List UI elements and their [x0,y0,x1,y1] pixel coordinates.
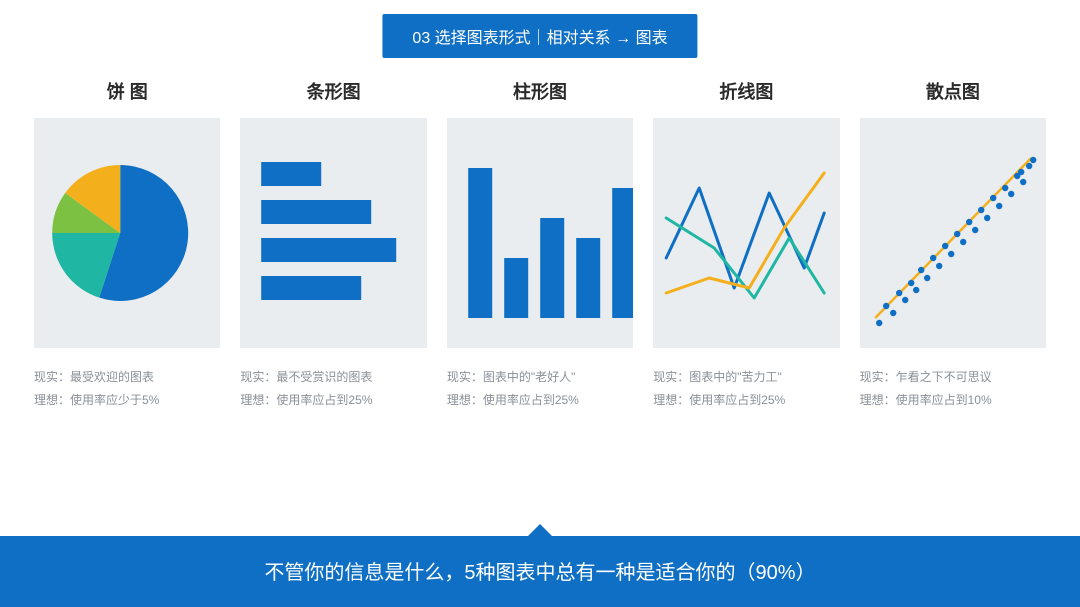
tile-pie [34,118,220,348]
card-vbar: 柱形图 现实：图表中的"老好人" 理想：使用率应占到25% [447,78,633,412]
caption-scatter-l1: 现实：乍看之下不可思议 [860,366,1046,389]
line-chart-icon [653,118,839,348]
header-pill: 03 选择图表形式｜相对关系 → 图表 [382,14,697,58]
footer-caret-icon [528,524,552,536]
card-title-line: 折线图 [719,78,773,104]
caption-line: 现实：图表中的"苦力工" 理想：使用率应占到25% [653,366,839,412]
tile-hbar [240,118,426,348]
cards-row: 饼 图 现实：最受欢迎的图表 理想：使用率应少于5% 条形图 现实：最不受赏识的… [0,78,1080,412]
card-pie: 饼 图 现实：最受欢迎的图表 理想：使用率应少于5% [34,78,220,412]
caption-vbar: 现实：图表中的"老好人" 理想：使用率应占到25% [447,366,633,412]
caption-hbar-l1: 现实：最不受赏识的图表 [240,366,426,389]
card-title-hbar: 条形图 [307,78,361,104]
caption-pie-l1: 现实：最受欢迎的图表 [34,366,220,389]
caption-scatter-l2: 理想：使用率应占到10% [860,389,1046,412]
caption-line-l1: 现实：图表中的"苦力工" [653,366,839,389]
card-hbar: 条形图 现实：最不受赏识的图表 理想：使用率应占到25% [240,78,426,412]
caption-vbar-l2: 理想：使用率应占到25% [447,389,633,412]
card-title-vbar: 柱形图 [513,78,567,104]
footer-text: 不管你的信息是什么，5种图表中总有一种是适合你的（90%） [264,562,815,584]
tile-line [653,118,839,348]
hbar-chart-icon [240,118,426,348]
caption-line-l2: 理想：使用率应占到25% [653,389,839,412]
card-line: 折线图 现实：图表中的"苦力工" 理想：使用率应占到25% [653,78,839,412]
card-title-scatter: 散点图 [926,78,980,104]
vbar-chart-icon [447,118,633,348]
caption-vbar-l1: 现实：图表中的"老好人" [447,366,633,389]
scatter-chart-icon [860,118,1046,348]
header-text: 03 选择图表形式｜相对关系 → 图表 [412,30,667,47]
caption-hbar-l2: 理想：使用率应占到25% [240,389,426,412]
tile-vbar [447,118,633,348]
caption-pie: 现实：最受欢迎的图表 理想：使用率应少于5% [34,366,220,412]
card-title-pie: 饼 图 [107,78,148,104]
caption-scatter: 现实：乍看之下不可思议 理想：使用率应占到10% [860,366,1046,412]
footer-bar: 不管你的信息是什么，5种图表中总有一种是适合你的（90%） [0,536,1080,607]
caption-hbar: 现实：最不受赏识的图表 理想：使用率应占到25% [240,366,426,412]
card-scatter: 散点图 现实：乍看之下不可思议 理想：使用率应占到10% [860,78,1046,412]
pie-chart-icon [34,118,220,348]
tile-scatter [860,118,1046,348]
caption-pie-l2: 理想：使用率应少于5% [34,389,220,412]
